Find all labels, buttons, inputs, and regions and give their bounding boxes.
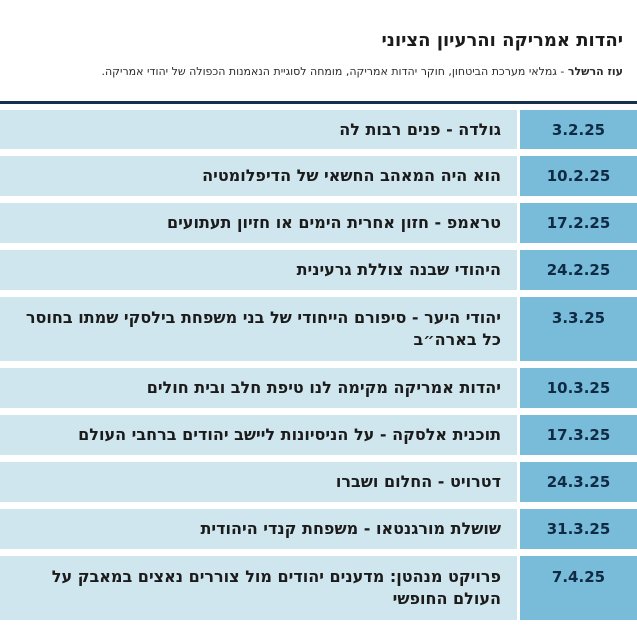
lecture-topic-text: הוא היה המאהב החשאי של הדיפלומטיה: [202, 166, 501, 185]
schedule-row: 24.3.25 דטרויט - החלום ושברו: [0, 462, 637, 502]
lecture-date: 10.3.25: [520, 368, 637, 408]
lecture-topic: הוא היה המאהב החשאי של הדיפלומטיה: [0, 156, 517, 196]
lecture-date: 24.3.25: [520, 462, 637, 502]
lecture-date: 17.3.25: [520, 415, 637, 455]
page-title: יהדות אמריקה והרעיון הציוני: [381, 30, 624, 51]
lecture-topic: יהדות אמריקה מקימה לנו טיפת חלב ובית חול…: [0, 368, 517, 408]
lecture-date: 3.2.25: [520, 110, 637, 149]
schedule-table: 3.2.25 גולדה - פנים רבות לה 10.2.25 הוא …: [0, 110, 637, 627]
lecture-topic: תוכנית אלסקה - על הניסיונות ליישב יהודים…: [0, 415, 517, 455]
schedule-row: 3.3.25 יהודי היער - סיפורם הייחודי של בנ…: [0, 297, 637, 361]
lecture-topic-text: יהדות אמריקה מקימה לנו טיפת חלב ובית חול…: [146, 378, 501, 397]
lecture-date: 3.3.25: [520, 297, 637, 361]
lecture-topic-text: היהודי שבנה צוללת גרעינית: [296, 260, 501, 279]
schedule-row: 17.2.25 טראמפ - חזון אחרית הימים או חזיו…: [0, 203, 637, 243]
presenter-description: - גמלאי מערכת הביטחון, חוקר יהדות אמריקה…: [101, 65, 568, 78]
lecture-topic-text: דטרויט - החלום ושברו: [335, 472, 501, 491]
lecture-topic-text: פרויקט מנהטן: מדענים יהודים מול צוררים נ…: [51, 567, 501, 608]
lecture-date: 7.4.25: [520, 556, 637, 620]
lecture-topic: פרויקט מנהטן: מדענים יהודים מול צוררים נ…: [0, 556, 517, 620]
schedule-row: 7.4.25 פרויקט מנהטן: מדענים יהודים מול צ…: [0, 556, 637, 620]
lecture-date: 17.2.25: [520, 203, 637, 243]
presenter-line: עוז הרשלר - גמלאי מערכת הביטחון, חוקר יה…: [10, 64, 624, 80]
lecture-topic-text: שושלת מורגנטאו - משפחת קנדי היהודית: [200, 519, 501, 538]
header-divider: [0, 101, 637, 104]
lecture-topic: טראמפ - חזון אחרית הימים או חזיון תעתועי…: [0, 203, 517, 243]
schedule-row: 3.2.25 גולדה - פנים רבות לה: [0, 110, 637, 149]
schedule-row: 24.2.25 היהודי שבנה צוללת גרעינית: [0, 250, 637, 290]
schedule-row: 17.3.25 תוכנית אלסקה - על הניסיונות לייש…: [0, 415, 637, 455]
lecture-topic-text: יהודי היער - סיפורם הייחודי של בני משפחת…: [25, 308, 501, 349]
page-header: יהדות אמריקה והרעיון הציוני עוז הרשלר - …: [0, 0, 637, 80]
lecture-date: 10.2.25: [520, 156, 637, 196]
lecture-date: 31.3.25: [520, 509, 637, 549]
lecture-topic: היהודי שבנה צוללת גרעינית: [0, 250, 517, 290]
lecture-topic: גולדה - פנים רבות לה: [0, 110, 517, 149]
presenter-name: עוז הרשלר: [567, 65, 623, 78]
lecture-date: 24.2.25: [520, 250, 637, 290]
schedule-row: 31.3.25 שושלת מורגנטאו - משפחת קנדי היהו…: [0, 509, 637, 549]
lecture-topic-text: תוכנית אלסקה - על הניסיונות ליישב יהודים…: [78, 425, 501, 444]
lecture-topic: דטרויט - החלום ושברו: [0, 462, 517, 502]
schedule-row: 10.3.25 יהדות אמריקה מקימה לנו טיפת חלב …: [0, 368, 637, 408]
lecture-topic-text: גולדה - פנים רבות לה: [339, 119, 501, 139]
lecture-topic-text: טראמפ - חזון אחרית הימים או חזיון תעתועי…: [166, 213, 501, 232]
schedule-row: 10.2.25 הוא היה המאהב החשאי של הדיפלומטי…: [0, 156, 637, 196]
lecture-topic: שושלת מורגנטאו - משפחת קנדי היהודית: [0, 509, 517, 549]
lecture-topic: יהודי היער - סיפורם הייחודי של בני משפחת…: [0, 297, 517, 361]
